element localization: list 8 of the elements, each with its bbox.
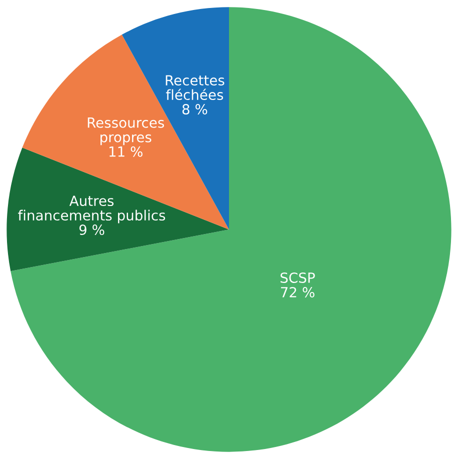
slice-label: SCSP [280,272,315,283]
data-label: 72 % [281,286,314,298]
data-label: 8 % [182,104,208,115]
slice-label: Recettes fléchées [166,75,224,100]
data-label: 11 % [109,146,142,157]
slice-label: Ressources propres [88,118,164,146]
slice-label: Autres financements publics [18,196,166,224]
data-label: 9 % [79,224,104,236]
